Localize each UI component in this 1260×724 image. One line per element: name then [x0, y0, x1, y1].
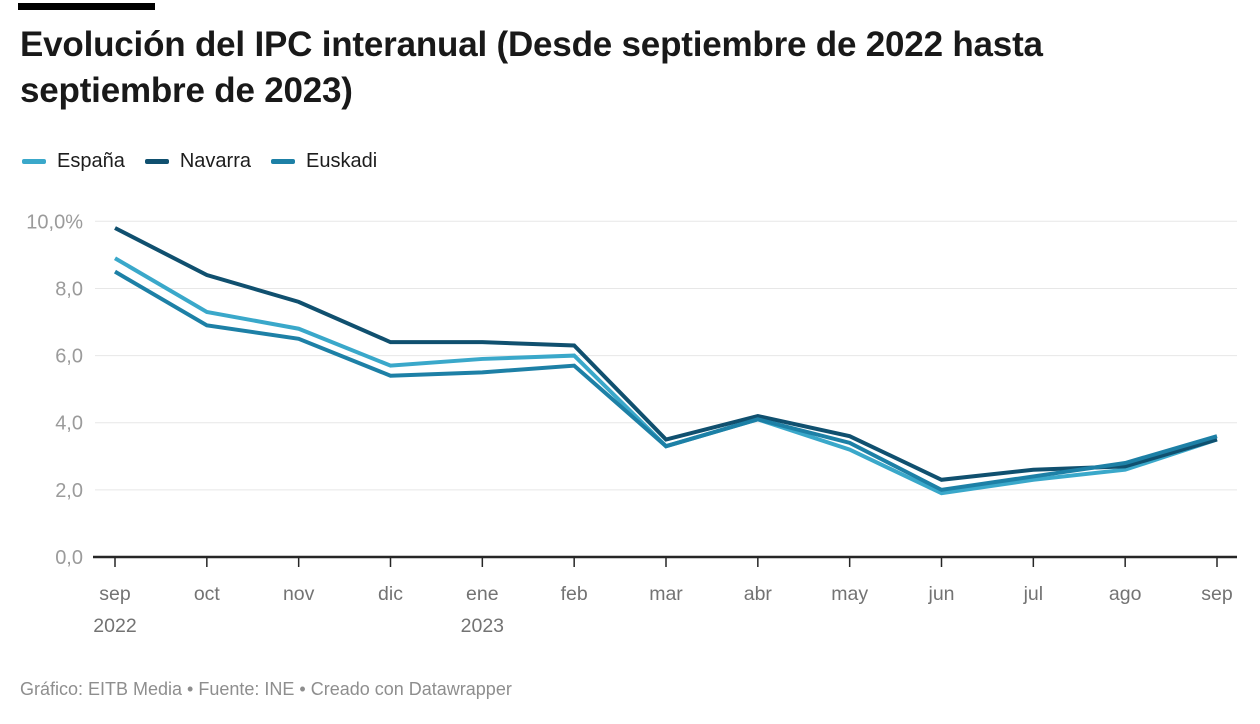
series-line-navarra[interactable]: [114, 226, 1218, 482]
legend-item-navarra[interactable]: Navarra: [144, 150, 251, 173]
x-axis-month-label: ago: [1109, 583, 1142, 605]
legend-label-euskadi: Euskadi: [305, 150, 378, 172]
series-line-espana[interactable]: [113, 256, 1218, 496]
y-axis-tick-label: 8,0: [55, 278, 83, 300]
x-axis-month-label: jul: [1023, 583, 1044, 605]
y-axis-tick-label: 4,0: [55, 413, 83, 435]
euskadi-swatch-icon: [270, 159, 295, 164]
x-axis-month-label: sep: [1201, 583, 1233, 605]
x-axis-year-label: 2023: [461, 615, 504, 637]
chart-title: Evolución del IPC interanual (Desde sept…: [20, 25, 1043, 110]
x-axis-month-label: nov: [283, 583, 315, 605]
espana-swatch-icon: [22, 159, 46, 164]
x-axis-month-label: jun: [927, 583, 954, 605]
x-axis-month-label: oct: [194, 583, 221, 605]
x-axis-month-label: sep: [99, 583, 131, 605]
footer-credit: Gráfico: EITB Media • Fuente: INE • Crea…: [20, 679, 512, 699]
y-axis-tick-label: 10,0%: [26, 211, 83, 233]
navarra-swatch-icon: [144, 159, 169, 164]
legend: España Navarra Euskadi: [22, 150, 377, 173]
x-axis-month-label: ene: [466, 583, 499, 605]
legend-label-espana: España: [57, 150, 125, 172]
series-line-euskadi[interactable]: [113, 269, 1218, 492]
x-axis-month-label: mar: [649, 583, 683, 605]
header-rule: [18, 3, 155, 10]
x-axis-month-label: feb: [561, 583, 588, 605]
legend-item-espana[interactable]: España: [22, 150, 125, 173]
y-axis-tick-label: 0,0: [55, 547, 83, 569]
x-axis-month-label: dic: [378, 583, 403, 605]
legend-label-navarra: Navarra: [179, 150, 251, 172]
x-axis-month-label: abr: [744, 583, 773, 605]
y-axis-tick-label: 2,0: [55, 480, 83, 502]
x-axis-year-label: 2022: [93, 615, 136, 637]
y-axis-tick-label: 6,0: [55, 346, 83, 368]
legend-item-euskadi[interactable]: Euskadi: [270, 150, 378, 173]
x-axis-month-label: may: [831, 583, 868, 605]
